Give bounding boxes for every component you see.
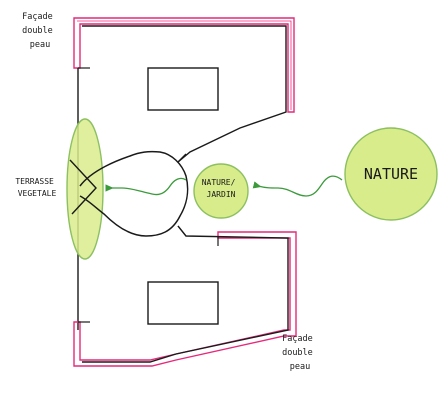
facade-top-label: Façade double peau — [22, 12, 58, 50]
central-core-outline — [79, 150, 189, 237]
top-facade-inner-line — [77, 20, 292, 110]
facade-top-line3: peau — [30, 40, 50, 50]
bottom-facade-double-skin — [73, 231, 297, 367]
top-wing-outline — [82, 25, 287, 163]
facade-bottom-label: Façade double peau — [282, 334, 318, 372]
top-interior-room — [147, 67, 219, 111]
top-wing — [73, 17, 295, 163]
core-connector-top — [177, 153, 187, 163]
top-facade-double-skin — [73, 17, 295, 113]
facade-bottom-line1: Façade — [282, 334, 313, 344]
facade-bottom-line3: peau — [290, 362, 310, 372]
terrasse-vegetale-zone — [66, 118, 104, 260]
facade-top-line1: Façade — [22, 12, 53, 22]
terrasse-line1: TERRASSE — [15, 177, 54, 186]
facade-top-line2: double — [22, 26, 53, 36]
nature-label: NATURE — [364, 165, 418, 183]
core-chevron — [69, 159, 97, 215]
bottom-wing — [73, 225, 297, 367]
nature-jardin-circle — [193, 163, 249, 219]
terrasse-label: TERRASSE VEGETALE — [15, 177, 58, 198]
terrasse-line2: VEGETALE — [18, 189, 57, 198]
facade-bottom-line2: double — [282, 348, 313, 358]
arrow-nature-to-jardin — [252, 175, 343, 197]
arrow-jardin-to-terrasse — [105, 177, 187, 196]
nature-jardin-line1: NATURE/ — [202, 178, 236, 187]
nature-jardin-line2: JARDIN — [207, 190, 236, 199]
nature-jardin-label: NATURE/ JARDIN — [202, 178, 241, 199]
core-connector-bottom — [177, 225, 187, 237]
bottom-interior-room — [147, 281, 219, 325]
nature-circle — [344, 127, 438, 221]
